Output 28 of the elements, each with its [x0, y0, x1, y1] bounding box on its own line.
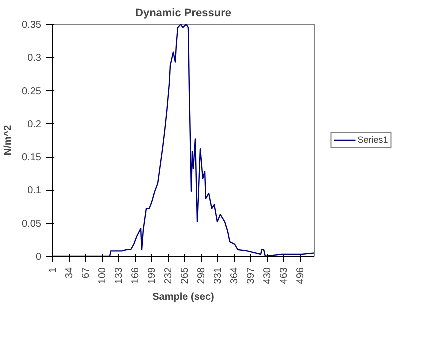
x-tick-label: 430	[262, 267, 274, 284]
y-tick-label: 0	[36, 252, 42, 263]
y-tick-label: 0.15	[22, 152, 42, 164]
x-tick-label: 331	[213, 267, 224, 284]
y-tick-label: 0.3	[28, 53, 42, 64]
x-tick-label: 298	[196, 267, 208, 284]
x-tick-label: 100	[98, 267, 108, 284]
x-tick-label: 1	[48, 267, 59, 274]
x-tick-label: 133	[114, 267, 125, 284]
chart-title: Dynamic Pressure	[136, 8, 232, 20]
x-tick-label: 232	[164, 267, 174, 284]
y-tick-label: 0.35	[22, 20, 42, 31]
y-tick-label: 0.1	[28, 186, 42, 197]
y-tick-label: 0.25	[22, 86, 42, 98]
x-tick-label: 463	[279, 267, 290, 284]
x-tick-label: 67	[81, 267, 92, 279]
x-tick-label: 496	[296, 267, 306, 284]
x-tick-label: 34	[64, 267, 76, 279]
x-tick-label: 199	[147, 267, 158, 284]
y-axis-title: N/m^2	[3, 124, 14, 156]
legend-label: Series1	[358, 135, 388, 145]
x-tick-label: 166	[130, 267, 142, 284]
x-tick-label: 265	[180, 267, 191, 284]
y-tick-label: 0.05	[22, 218, 42, 230]
x-axis-title: Sample (sec)	[152, 292, 214, 304]
x-tick-label: 397	[246, 267, 257, 284]
x-tick-label: 364	[230, 267, 240, 284]
y-tick-label: 0.2	[28, 119, 42, 130]
